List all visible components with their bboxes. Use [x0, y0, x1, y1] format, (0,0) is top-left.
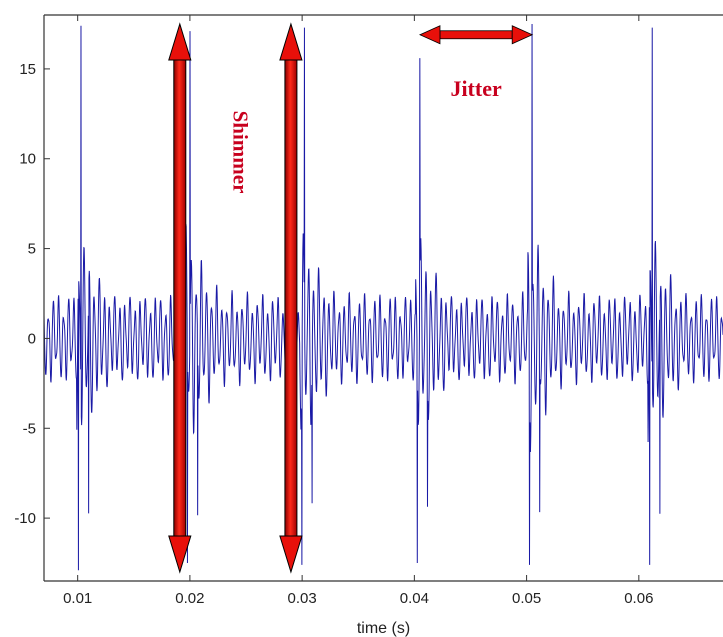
signal-layer — [43, 23, 723, 571]
y-tick-label: 15 — [19, 61, 36, 78]
jitter-arrow-head-left — [419, 25, 441, 45]
shimmer-arrow-head-bottom — [279, 535, 303, 574]
x-axis-label: time (s) — [357, 620, 410, 637]
x-tick-label: 0.03 — [288, 590, 317, 607]
y-tick-label: 5 — [28, 241, 36, 258]
x-tick-label: 0.01 — [63, 590, 92, 607]
signal-line — [43, 23, 723, 571]
y-ticks: 15 10 5 0 -5 -10 — [14, 61, 50, 527]
x-tick-label: 0.04 — [400, 590, 429, 607]
shimmer-arrow — [168, 22, 192, 574]
annotations: Shimmer Jitter — [168, 22, 534, 574]
jitter-arrow-shaft — [439, 30, 513, 40]
shimmer-arrow-shaft — [284, 59, 298, 537]
shimmer-arrow-shaft — [173, 59, 187, 537]
x-tick-label: 0.06 — [624, 590, 653, 607]
shimmer-arrow — [279, 22, 303, 574]
shimmer-arrow-head-top — [168, 22, 192, 61]
y-tick-label: 10 — [19, 151, 36, 168]
y-tick-label: -10 — [14, 510, 36, 527]
axes-layer — [43, 14, 723, 582]
plot-background — [44, 15, 723, 581]
y-tick-label: -5 — [23, 420, 36, 437]
x-tick-label: 0.02 — [175, 590, 204, 607]
jitter-arrow-head-right — [511, 25, 534, 45]
y-tick-label: 0 — [28, 330, 36, 347]
x-tick-label: 0.05 — [512, 590, 541, 607]
x-ticks: 0.01 0.02 0.03 0.04 0.05 0.06 — [63, 15, 653, 607]
shimmer-arrow-head-bottom — [168, 535, 192, 574]
shimmer-label: Shimmer — [228, 111, 252, 194]
shimmer-arrow-head-top — [279, 22, 303, 61]
jitter-label: Jitter — [450, 76, 502, 101]
jitter-arrow — [419, 25, 534, 45]
